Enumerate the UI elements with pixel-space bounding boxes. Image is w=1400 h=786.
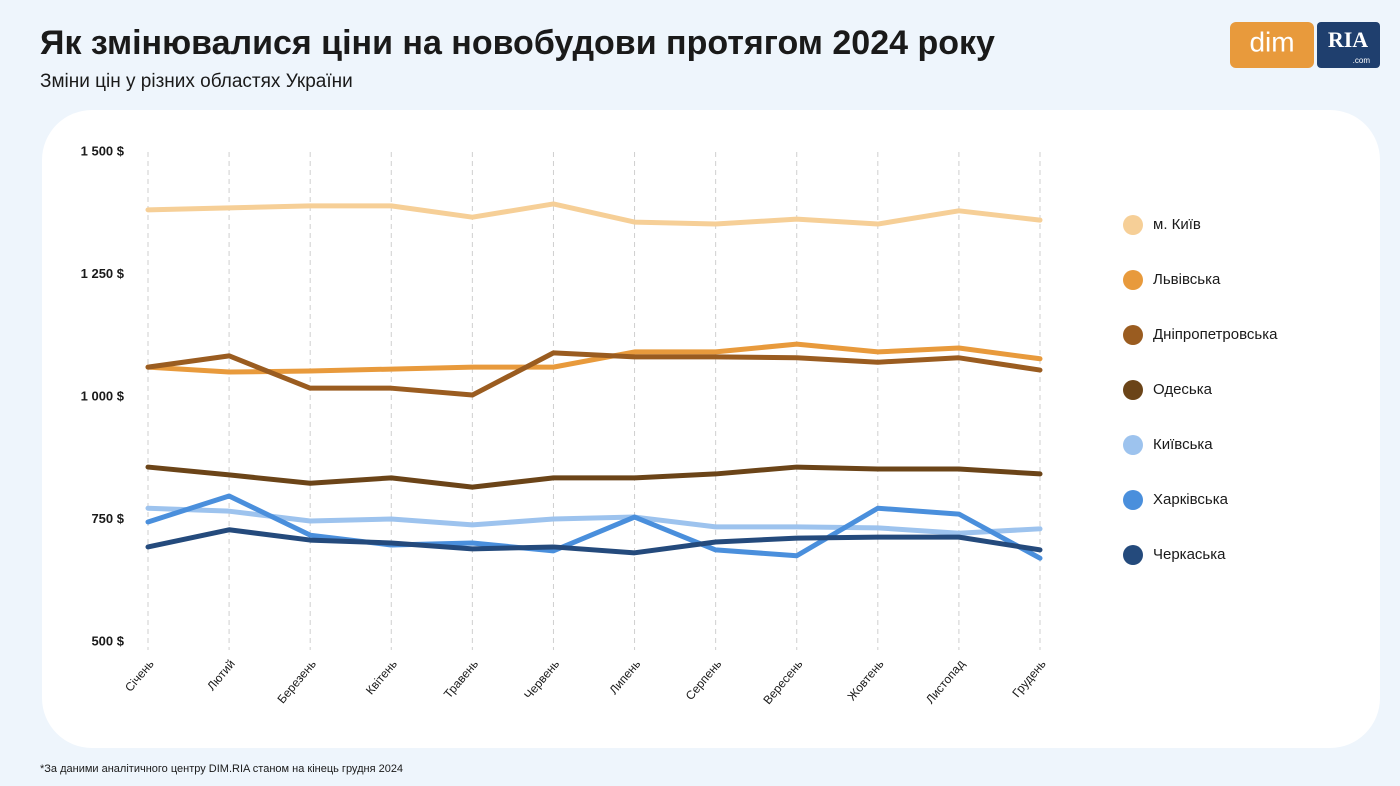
legend-label: Харківська xyxy=(1153,491,1229,508)
series-line xyxy=(145,505,1043,536)
legend-label: Київська xyxy=(1153,436,1213,453)
chart-subtitle: Зміни цін у різних областях України xyxy=(40,71,353,92)
series-line xyxy=(145,527,1043,556)
card xyxy=(42,110,1380,748)
legend-marker xyxy=(1123,270,1143,290)
logo-right: RIA xyxy=(1328,27,1368,52)
legend-label: Львівська xyxy=(1153,271,1221,288)
legend-label: Дніпропетровська xyxy=(1153,326,1278,343)
y-tick-label: 750 $ xyxy=(91,511,124,526)
legend-marker xyxy=(1123,325,1143,345)
y-tick-label: 1 500 $ xyxy=(81,143,125,158)
logo-left: dim xyxy=(1249,26,1294,57)
logo-suffix: .com xyxy=(1353,56,1371,65)
y-tick-label: 1 000 $ xyxy=(81,388,125,403)
footnote: *За даними аналітичного центру DIM.RIA с… xyxy=(40,763,403,775)
logo-left-box xyxy=(1230,22,1314,68)
series-line xyxy=(145,464,1043,490)
legend-label: м. Київ xyxy=(1153,216,1201,233)
legend-label: Одеська xyxy=(1153,381,1213,398)
chart-title: Як змінювалися ціни на новобудови протяг… xyxy=(40,24,995,62)
y-tick-label: 500 $ xyxy=(91,633,124,648)
y-tick-label: 1 250 $ xyxy=(81,266,125,281)
series-line xyxy=(145,350,1043,398)
legend-marker xyxy=(1123,435,1143,455)
logo-right-box xyxy=(1317,22,1380,68)
legend-marker xyxy=(1123,215,1143,235)
legend-label: Черкаська xyxy=(1153,546,1226,563)
legend-marker xyxy=(1123,380,1143,400)
series-line xyxy=(145,341,1043,375)
series-line xyxy=(145,201,1043,227)
legend-marker xyxy=(1123,490,1143,510)
legend-marker xyxy=(1123,545,1143,565)
series-line xyxy=(145,493,1043,561)
